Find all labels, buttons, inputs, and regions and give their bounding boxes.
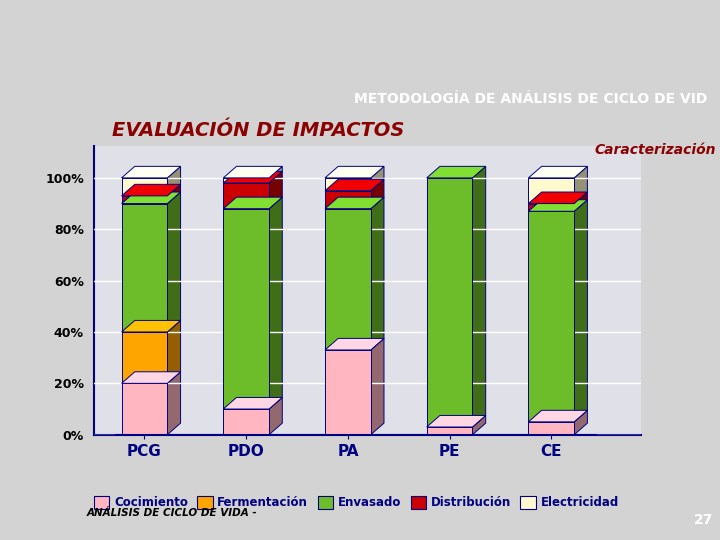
Polygon shape — [528, 166, 588, 178]
Legend: Cocimiento, Fermentación, Envasado, Distribución, Electricidad: Cocimiento, Fermentación, Envasado, Dist… — [89, 491, 624, 514]
Polygon shape — [122, 372, 181, 383]
Polygon shape — [167, 166, 181, 196]
Polygon shape — [325, 166, 384, 178]
Polygon shape — [122, 166, 181, 178]
Polygon shape — [167, 192, 181, 332]
Polygon shape — [223, 183, 269, 209]
Polygon shape — [574, 166, 588, 204]
Polygon shape — [472, 415, 486, 435]
Polygon shape — [528, 422, 574, 435]
Polygon shape — [122, 320, 181, 332]
Polygon shape — [167, 320, 181, 383]
Polygon shape — [574, 410, 588, 435]
Polygon shape — [371, 166, 384, 191]
Polygon shape — [528, 410, 588, 422]
Polygon shape — [528, 200, 588, 211]
Polygon shape — [371, 339, 384, 435]
Polygon shape — [528, 204, 574, 211]
Polygon shape — [223, 409, 269, 435]
Text: EVALUACIÓN DE IMPACTOS: EVALUACIÓN DE IMPACTOS — [112, 122, 404, 140]
Text: Caracterización: Caracterización — [595, 143, 716, 157]
Polygon shape — [427, 415, 486, 427]
Polygon shape — [167, 184, 181, 204]
Polygon shape — [325, 178, 371, 191]
Polygon shape — [223, 178, 269, 183]
Polygon shape — [269, 166, 282, 183]
Polygon shape — [122, 204, 167, 332]
Polygon shape — [269, 172, 282, 209]
Polygon shape — [528, 211, 574, 422]
Polygon shape — [427, 427, 472, 435]
Polygon shape — [122, 383, 167, 435]
Polygon shape — [269, 397, 282, 435]
Polygon shape — [325, 209, 371, 350]
Polygon shape — [325, 197, 384, 209]
Text: ANÁLISIS DE CICLO DE VIDA -: ANÁLISIS DE CICLO DE VIDA - — [86, 508, 257, 518]
Polygon shape — [325, 350, 371, 435]
Polygon shape — [223, 397, 282, 409]
Polygon shape — [122, 332, 167, 383]
Polygon shape — [122, 184, 181, 196]
Polygon shape — [371, 179, 384, 209]
Polygon shape — [528, 192, 588, 204]
Polygon shape — [325, 179, 384, 191]
Polygon shape — [122, 178, 167, 196]
Polygon shape — [122, 192, 181, 204]
Polygon shape — [167, 372, 181, 435]
Text: 27: 27 — [694, 513, 714, 526]
Polygon shape — [325, 339, 384, 350]
Polygon shape — [325, 191, 371, 209]
Polygon shape — [528, 178, 574, 204]
Polygon shape — [269, 197, 282, 409]
Polygon shape — [574, 200, 588, 422]
Polygon shape — [223, 197, 282, 209]
Polygon shape — [371, 197, 384, 350]
Polygon shape — [574, 192, 588, 211]
Polygon shape — [122, 196, 167, 204]
Text: METODOLOGÍA DE ANÁLISIS DE CICLO DE VID: METODOLOGÍA DE ANÁLISIS DE CICLO DE VID — [354, 92, 708, 105]
Polygon shape — [223, 172, 282, 183]
Polygon shape — [223, 209, 269, 409]
Polygon shape — [223, 166, 282, 178]
Polygon shape — [427, 166, 486, 178]
Polygon shape — [427, 178, 472, 427]
Polygon shape — [472, 166, 486, 427]
